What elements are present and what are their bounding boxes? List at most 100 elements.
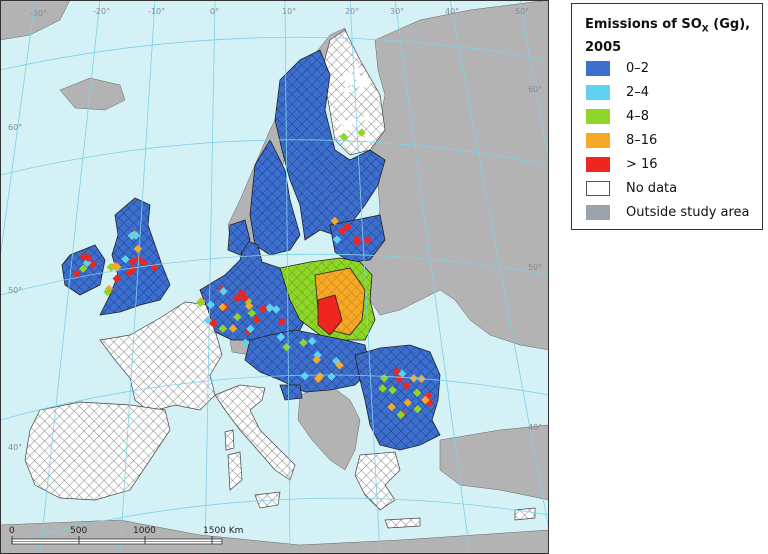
legend-swatch	[586, 109, 610, 124]
emission-cell	[219, 287, 228, 296]
legend-swatch	[586, 157, 610, 172]
emission-cell	[218, 302, 227, 312]
emission-cell	[203, 316, 212, 325]
emission-cell	[357, 128, 366, 137]
legend-swatch	[586, 181, 610, 196]
emission-cell	[271, 305, 281, 314]
emission-cell	[412, 388, 422, 398]
emission-cell	[396, 410, 406, 419]
emission-cell	[327, 372, 336, 381]
legend-label: 0–2	[626, 61, 650, 76]
legend-swatch	[586, 205, 610, 220]
emission-cell	[413, 404, 422, 414]
emission-cell	[339, 132, 349, 142]
emission-cell	[307, 336, 317, 346]
emission-cell	[233, 312, 242, 322]
emission-cell	[265, 303, 274, 313]
emission-cell	[206, 300, 216, 309]
graticule-labels: -30° -20° -10° 0° 10° 20° 30° 40° 50° 60…	[8, 7, 542, 452]
emission-cell	[342, 85, 352, 95]
emission-cell	[299, 338, 308, 347]
legend-label: No data	[626, 181, 678, 196]
lon-label: -10°	[148, 7, 165, 16]
graticule	[0, 0, 549, 554]
lat-label: 40°	[8, 443, 22, 452]
emission-cell	[387, 402, 396, 412]
emission-cell	[352, 237, 362, 247]
emission-cell	[338, 226, 347, 236]
emission-cell	[103, 287, 112, 297]
lon-label: 10°	[282, 7, 296, 16]
emission-cell	[79, 264, 88, 273]
emission-cell	[300, 371, 310, 381]
emission-cell	[362, 113, 372, 123]
emission-cell	[277, 317, 287, 327]
scale-label: 500	[70, 526, 87, 536]
study-area-countries	[61, 49, 441, 451]
emission-cell	[246, 324, 255, 334]
emission-cell	[88, 260, 97, 269]
emission-cell	[209, 319, 218, 328]
lon-label: 20°	[345, 7, 359, 16]
emission-cell	[232, 294, 242, 303]
emission-cell	[353, 72, 362, 82]
emission-cell	[359, 74, 368, 83]
lon-label: 30°	[390, 7, 404, 16]
emission-cell	[228, 324, 238, 333]
legend-swatch	[586, 85, 610, 100]
scale-bar: 0 500 1000 1500 Km	[9, 526, 243, 545]
emission-cell	[112, 274, 121, 283]
lon-label: 40°	[445, 7, 459, 16]
emission-cell	[121, 254, 130, 264]
emission-cell	[330, 216, 340, 226]
legend-title: Emissions of SOX (Gg), 2005	[585, 17, 751, 55]
lon-label: 0°	[210, 7, 219, 16]
emission-cell	[128, 257, 137, 266]
emission-cell	[346, 77, 356, 86]
lat-label: 50°	[8, 286, 22, 295]
emission-cell	[72, 269, 81, 278]
emission-cell	[378, 384, 387, 393]
emission-cell	[244, 301, 254, 311]
emission-cell	[352, 66, 362, 76]
poland-region	[279, 257, 376, 341]
emission-cell	[335, 361, 344, 370]
legend-label: > 16	[626, 157, 658, 172]
emission-cell	[336, 126, 346, 136]
emission-cell	[218, 324, 228, 333]
emission-cells	[72, 66, 434, 419]
lat-label: 40°	[528, 423, 542, 432]
emission-cell	[133, 244, 143, 254]
legend-label: 8–16	[626, 133, 658, 148]
emission-cell	[314, 374, 323, 383]
emission-cell	[421, 395, 430, 405]
scale-label: 1500 Km	[203, 526, 243, 536]
emission-cell	[241, 338, 250, 348]
legend-label: 4–8	[626, 109, 650, 124]
lon-label: 50°	[515, 7, 529, 16]
no-data-countries	[24, 29, 536, 529]
emission-cell	[403, 398, 412, 407]
emission-cell	[392, 367, 401, 376]
emissions-map: -30° -20° -10° 0° 10° 20° 30° 40° 50° 60…	[0, 0, 549, 554]
emission-cell	[252, 315, 261, 325]
emission-cell	[402, 381, 411, 390]
emission-cell	[196, 298, 205, 308]
lat-label: 60°	[528, 85, 542, 94]
emission-cell	[364, 134, 373, 144]
emission-cell	[312, 355, 321, 365]
emission-cell	[338, 117, 347, 126]
lat-label: 60°	[8, 123, 22, 132]
emission-cell	[79, 252, 89, 262]
emission-cell	[82, 258, 92, 268]
emission-cell	[363, 235, 372, 245]
emission-cell	[332, 235, 342, 244]
emission-cell	[110, 261, 119, 271]
legend-swatch	[586, 61, 610, 76]
emission-cell	[258, 304, 268, 314]
emission-cell	[247, 308, 257, 318]
emission-cell	[139, 258, 148, 267]
scale-label: 0	[9, 526, 15, 536]
lon-label: -20°	[93, 7, 110, 16]
scale-label: 1000	[133, 526, 156, 536]
